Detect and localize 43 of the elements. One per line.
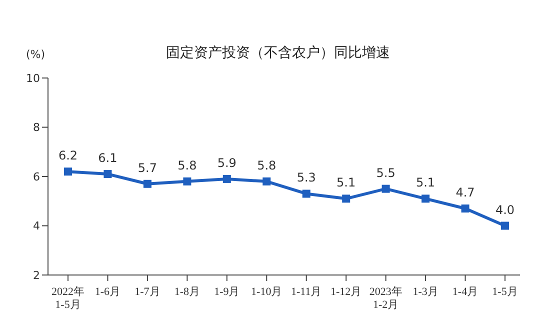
x-tick-label: 1-6月 xyxy=(94,286,121,298)
data-label: 6.1 xyxy=(98,151,118,166)
x-tick-label: 2023年 1-2月 xyxy=(369,286,402,311)
x-tick-label: 1-5月 xyxy=(492,286,518,298)
data-label: 5.9 xyxy=(217,156,236,170)
data-label: 4.7 xyxy=(456,186,475,200)
data-label: 4.0 xyxy=(495,202,515,217)
data-label: 5.3 xyxy=(296,170,316,185)
point xyxy=(222,174,231,183)
point xyxy=(183,177,192,186)
x-tick-label: 1-10月 xyxy=(251,286,282,298)
point xyxy=(262,177,271,186)
y-tick-label: 4 xyxy=(33,220,40,233)
data-label: 5.1 xyxy=(336,176,356,190)
point xyxy=(302,190,310,198)
x-tick-label: 1-12月 xyxy=(330,286,362,298)
data-label: 5.5 xyxy=(376,166,396,180)
y-tick-label: 8 xyxy=(33,121,40,134)
x-tick-label: 1-11月 xyxy=(290,286,322,298)
y-axis-title: (%) xyxy=(26,48,46,61)
y-tick-label: 6 xyxy=(33,170,40,184)
x-tick-label: 2022年 1-5月 xyxy=(52,286,84,311)
x-tick-label: 1-9月 xyxy=(214,286,240,298)
point xyxy=(104,170,112,178)
point xyxy=(501,222,509,230)
point xyxy=(64,168,72,176)
point xyxy=(143,180,152,188)
data-label: 5.7 xyxy=(138,160,157,175)
data-label: 5.8 xyxy=(257,158,276,172)
y-tick-label: 10 xyxy=(26,72,40,85)
data-label: 5.8 xyxy=(178,158,197,172)
chart-title: 固定资产投资（不含农户）同比增速 xyxy=(166,45,390,61)
point xyxy=(382,184,390,193)
x-tick-label: 1-4月 xyxy=(452,286,478,298)
data-label: 6.2 xyxy=(58,148,78,163)
x-tick-label: 1-8月 xyxy=(174,286,200,298)
data-label: 5.1 xyxy=(416,176,436,190)
y-tick-label: 2 xyxy=(33,268,40,282)
point xyxy=(422,194,430,203)
point xyxy=(461,204,470,213)
x-tick-label: 1-7月 xyxy=(134,286,160,298)
x-tick-label: 1-3月 xyxy=(412,286,438,298)
point xyxy=(342,194,350,203)
